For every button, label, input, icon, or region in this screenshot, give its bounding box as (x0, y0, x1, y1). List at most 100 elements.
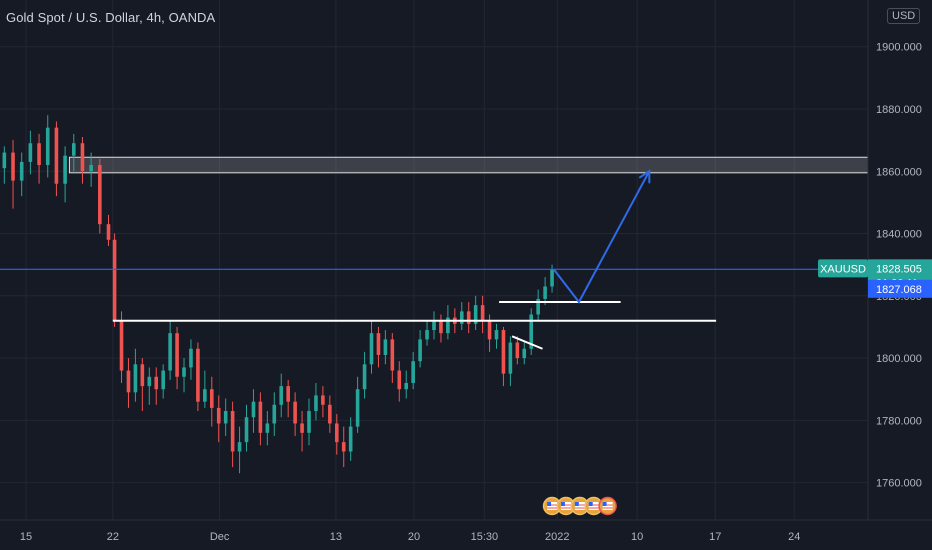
x-tick-label: 2022 (545, 531, 569, 543)
candle-body (37, 143, 41, 166)
candle-body (45, 127, 50, 166)
candle-body (133, 364, 138, 393)
candle-body (432, 320, 436, 331)
candle-body (425, 330, 429, 340)
y-tick-label: 1780.000 (876, 415, 922, 427)
candle-body (543, 286, 547, 299)
candle-body (397, 370, 402, 390)
candle-body (63, 155, 67, 184)
candle-body (98, 165, 102, 225)
resistance-zone[interactable] (68, 156, 869, 174)
candle-body (216, 407, 221, 424)
annotation-lines[interactable] (0, 268, 868, 350)
y-tick-label: 1900.000 (876, 42, 922, 54)
x-tick-label: 15 (20, 531, 32, 543)
candle-body (119, 320, 124, 371)
candle-body (314, 395, 318, 412)
flag-icon (560, 502, 571, 510)
price-axis[interactable]: 1760.0001780.0001800.0001820.0001840.000… (867, 0, 922, 520)
current-price-label: 1828.505 (876, 263, 922, 275)
candle-body (334, 423, 339, 443)
candle-body (89, 165, 93, 172)
candle-body (230, 411, 235, 452)
x-tick-label: 24 (788, 531, 800, 543)
chart-grid (0, 0, 868, 520)
candle-body (446, 317, 450, 334)
resistance-zone-rect (68, 156, 869, 174)
projection-path (552, 170, 651, 304)
candle-body (182, 367, 186, 377)
y-tick-label: 1840.000 (876, 229, 922, 241)
candle-body (508, 342, 513, 374)
level-price-box (868, 279, 932, 298)
y-tick-label: 1800.000 (876, 353, 922, 365)
candle-body (369, 333, 374, 365)
candle-body (480, 305, 485, 321)
candle-body (209, 389, 214, 408)
candle-body (411, 361, 415, 383)
candle-body (237, 442, 242, 452)
candle-body (244, 417, 249, 443)
candle-body (348, 426, 353, 452)
x-tick-label: 15:30 (471, 531, 499, 543)
trend-line (511, 335, 543, 350)
candle-body (203, 389, 207, 402)
flag-canton (574, 502, 579, 506)
projection-arrowhead (638, 169, 651, 184)
candle-body (161, 370, 165, 390)
candle-body (418, 339, 422, 362)
candle-body (168, 333, 172, 371)
candle-body (112, 239, 117, 321)
y-tick-label: 1760.000 (876, 478, 922, 490)
candle-body (355, 389, 360, 427)
candle-body (515, 342, 520, 359)
candle-body (550, 269, 554, 287)
candle-body (2, 152, 7, 169)
candle-body (341, 442, 346, 452)
event-icons[interactable] (542, 496, 617, 516)
y-tick-label: 1880.000 (876, 104, 922, 116)
candle-body (376, 333, 381, 355)
projection-arrow[interactable] (552, 169, 651, 304)
candle-body (466, 311, 471, 324)
candle-body (459, 311, 464, 324)
candle-body (272, 404, 277, 424)
candle-body (383, 339, 388, 355)
candle-body (28, 143, 33, 162)
candle-body (487, 320, 492, 340)
flag-canton (602, 502, 607, 506)
flag-canton (547, 502, 552, 506)
candle-body (223, 411, 228, 424)
candle-body (529, 314, 534, 349)
candle-body (140, 364, 145, 387)
candle-body (258, 401, 263, 433)
candle-body (106, 224, 111, 240)
candle-body (265, 423, 270, 433)
x-tick-label: 13 (330, 531, 342, 543)
time-axis[interactable]: 15 22 Dec 13 20 15:30 2022 10 17 24 (0, 519, 932, 543)
candle-body (300, 423, 304, 433)
candle-body (328, 404, 332, 424)
currency-button[interactable]: USD (887, 8, 921, 24)
candle-body (279, 386, 284, 405)
candle-body (251, 401, 256, 418)
flag-canton (588, 502, 593, 506)
x-tick-label: 17 (709, 531, 721, 543)
candle-body (473, 305, 478, 324)
candle-body (286, 386, 290, 402)
level-price-label: 1827.068 (876, 284, 922, 296)
candle-body (126, 370, 131, 393)
candle-body (522, 348, 527, 359)
candle-body (501, 330, 506, 374)
x-tick-label: 10 (631, 531, 643, 543)
candle-body (439, 320, 443, 334)
candle-body (11, 152, 15, 181)
candle-body (19, 161, 24, 181)
x-tick-label: Dec (210, 531, 230, 543)
flag-icon (602, 502, 613, 510)
flag-icon (574, 502, 585, 510)
candle-body (147, 376, 152, 387)
candle-body (71, 143, 76, 156)
